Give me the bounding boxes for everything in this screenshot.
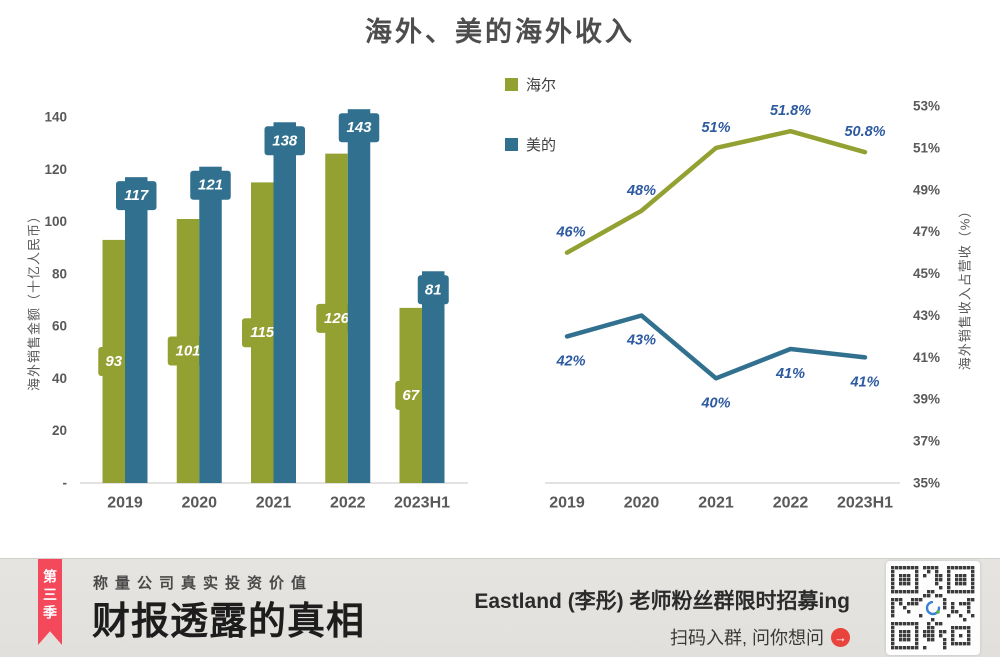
bar-x-tick: 2019	[107, 495, 143, 512]
bar-y-tick: 120	[44, 162, 67, 177]
line-y-tick: 37%	[913, 434, 940, 449]
bar-data-label: 115	[250, 324, 275, 341]
line-x-tick: 2023H1	[837, 495, 893, 512]
line-美的	[564, 313, 868, 381]
bar-y-tick: 60	[52, 319, 67, 334]
arrow-right-icon: →	[831, 627, 850, 647]
line-y-tick: 51%	[913, 140, 940, 155]
midea-legend-swatch-icon	[505, 138, 518, 151]
bar-美的-2023H1	[422, 271, 445, 483]
footer-tagline: 称量公司真实投资价值	[93, 575, 314, 592]
bar-label-box	[167, 336, 209, 366]
line-data-label: 51%	[701, 120, 730, 136]
legend-label-haier: 海尔	[526, 77, 557, 94]
bar-x-tick: 2021	[256, 495, 292, 512]
bar-label-box	[190, 170, 231, 200]
bar-label-box	[98, 346, 130, 376]
legend-label-midea: 美的	[526, 137, 557, 154]
line-data-label: 40%	[700, 395, 730, 411]
bar-data-label: 143	[346, 119, 372, 136]
bar-y-tick: 80	[52, 266, 67, 281]
legend-item-midea: 美的	[505, 134, 556, 155]
bar-label-box	[395, 380, 427, 410]
line-x-tick: 2019	[549, 495, 585, 512]
footer-series-title: 财报透露的真相	[92, 598, 366, 643]
chart-title: 海外、美的海外收入	[365, 17, 635, 48]
bar-y-tick: 140	[44, 110, 67, 125]
line-data-label: 41%	[849, 374, 879, 390]
footer-promo: Eastland (李彤) 老师粉丝群限时招募ing 扫码入群, 问你想问 →	[474, 585, 850, 650]
line-data-label: 50.8%	[844, 124, 885, 140]
bar-y-tick: 20	[52, 423, 67, 438]
line-data-label: 48%	[626, 183, 656, 199]
legend-item-haier: 海尔	[505, 74, 556, 95]
bar-data-label: 81	[425, 281, 442, 298]
bar-美的-2020	[199, 166, 222, 483]
footer-banner: 第三季 称量公司真实投资价值 财报透露的真相 Eastland (李彤) 老师粉…	[0, 558, 1000, 657]
line-data-label: 41%	[775, 366, 805, 382]
season-ribbon: 第三季	[38, 559, 62, 645]
bar-x-tick: 2022	[330, 495, 366, 512]
bar-label-box	[116, 181, 157, 211]
bar-data-label: 121	[198, 177, 223, 194]
bar-label-box	[316, 303, 357, 333]
bar-label-box	[338, 113, 380, 143]
bar-data-label: 93	[105, 353, 122, 370]
bar-y-tick: 40	[52, 371, 67, 386]
promo-subline: 扫码入群, 问你想问 →	[474, 624, 850, 650]
line-y-tick: 39%	[913, 392, 940, 407]
line-y-tick: 45%	[913, 266, 940, 281]
bar-label-box	[417, 275, 449, 305]
bar-data-label: 126	[324, 310, 350, 327]
line-y-tick: 49%	[913, 182, 940, 197]
line-data-label: 51.8%	[770, 103, 811, 119]
bar-美的-2022	[347, 109, 371, 483]
bar-data-label: 101	[175, 342, 200, 359]
bar-label-box	[242, 318, 283, 348]
charts-canvas: 140 120 100 80 60 40 20 - 2019 93 117 2020 101 121 202…	[44, 99, 940, 512]
bar-美的-2019	[125, 177, 148, 484]
haier-legend-swatch-icon	[505, 78, 518, 91]
bar-y-tick: 100	[44, 214, 67, 229]
line-y-tick: 47%	[913, 224, 940, 239]
line-y-tick: 35%	[913, 476, 940, 491]
line-x-tick: 2021	[698, 495, 734, 512]
bar-data-label: 67	[402, 387, 419, 404]
line-data-label: 43%	[626, 332, 656, 348]
right-y-axis-title: 海外销售收入占营收（%）	[957, 203, 973, 371]
bar-label-box	[264, 126, 305, 156]
qr-code	[886, 561, 980, 655]
line-x-tick: 2022	[773, 495, 809, 512]
line-y-tick: 53%	[913, 99, 940, 114]
bar-y-tick: -	[63, 476, 68, 491]
bar-美的-2021	[273, 122, 296, 483]
line-x-tick: 2020	[624, 495, 660, 512]
promo-headline: Eastland (李彤) 老师粉丝群限时招募ing	[474, 590, 850, 613]
left-y-axis-title: 海外销售金额（十亿人民币）	[26, 208, 42, 392]
bar-data-label: 117	[124, 187, 149, 204]
bar-x-tick: 2023H1	[394, 495, 450, 512]
promo-subline-text: 扫码入群, 问你想问	[669, 628, 824, 648]
line-data-label: 42%	[555, 353, 585, 369]
bar-data-label: 138	[272, 132, 298, 149]
line-y-tick: 43%	[913, 308, 940, 323]
season-ribbon-label: 第三季	[42, 569, 58, 623]
line-data-label: 46%	[555, 225, 585, 241]
bar-x-tick: 2020	[181, 495, 217, 512]
line-y-tick: 41%	[913, 350, 940, 365]
line-海尔	[564, 128, 868, 255]
qr-code-pattern	[891, 566, 975, 650]
